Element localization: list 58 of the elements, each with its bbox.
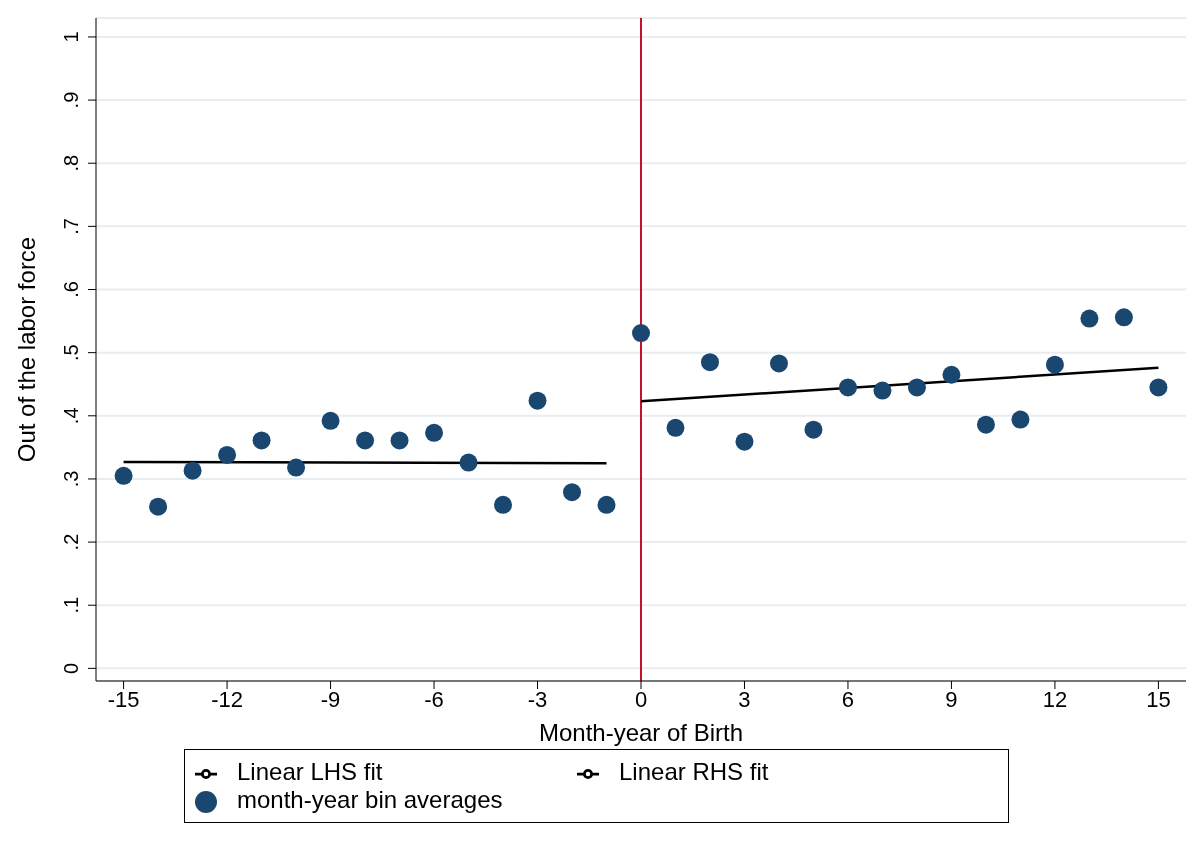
y-tick-label: .7 [60, 218, 82, 235]
point [149, 497, 168, 516]
point [1114, 308, 1133, 327]
y-tick-label: .8 [60, 154, 82, 172]
point [528, 391, 547, 410]
x-tick-label: 3 [738, 686, 751, 712]
x-tick-label: 6 [841, 686, 855, 712]
point [114, 466, 133, 485]
point [1011, 410, 1030, 429]
point [494, 495, 513, 514]
point [632, 324, 650, 343]
point [183, 461, 202, 480]
point [459, 453, 478, 472]
x-tick-label: -3 [527, 686, 548, 712]
point [1080, 309, 1099, 328]
y-tick-label: .9 [60, 91, 82, 109]
legend-label: month-year bin averages [237, 786, 504, 814]
y-tick-label: .5 [60, 344, 82, 361]
point [976, 415, 995, 434]
point [1045, 355, 1064, 374]
x-tick-label: -12 [211, 686, 243, 712]
point [321, 411, 340, 430]
point [287, 458, 306, 477]
point [942, 365, 961, 384]
y-tick-label: .3 [60, 470, 82, 488]
point [218, 445, 237, 464]
point [252, 431, 271, 450]
point [735, 432, 754, 451]
y-tick-label: .1 [60, 596, 82, 614]
point [666, 418, 685, 437]
x-tick-label: 15 [1146, 686, 1171, 712]
point [563, 483, 582, 502]
point [838, 378, 857, 397]
point [769, 354, 788, 373]
point [804, 420, 823, 439]
point [425, 423, 444, 442]
point [1149, 378, 1168, 397]
point [873, 381, 892, 400]
x-tick-label: 12 [1042, 686, 1068, 712]
x-axis-title: Month-year of Birth [538, 719, 744, 746]
x-tick-label: -15 [107, 686, 140, 712]
point [390, 431, 409, 450]
legend-label: Linear RHS fit [619, 758, 770, 786]
x-tick-label: -6 [424, 686, 444, 712]
point [700, 353, 719, 372]
legend-label: Linear LHS fit [237, 758, 384, 786]
x-tick-label: 9 [945, 686, 958, 712]
point [907, 378, 926, 397]
x-tick-label: -9 [320, 686, 341, 712]
point [597, 495, 616, 514]
x-tick-label: 0 [634, 686, 648, 712]
point [356, 431, 375, 450]
y-tick-label: 0 [60, 662, 82, 674]
y-tick-label: 1 [60, 31, 82, 43]
y-tick-label: .6 [60, 281, 82, 298]
y-tick-label: .2 [60, 533, 82, 551]
y-tick-label: .4 [60, 407, 82, 425]
y-axis-title: Out of the labor force [12, 236, 40, 463]
